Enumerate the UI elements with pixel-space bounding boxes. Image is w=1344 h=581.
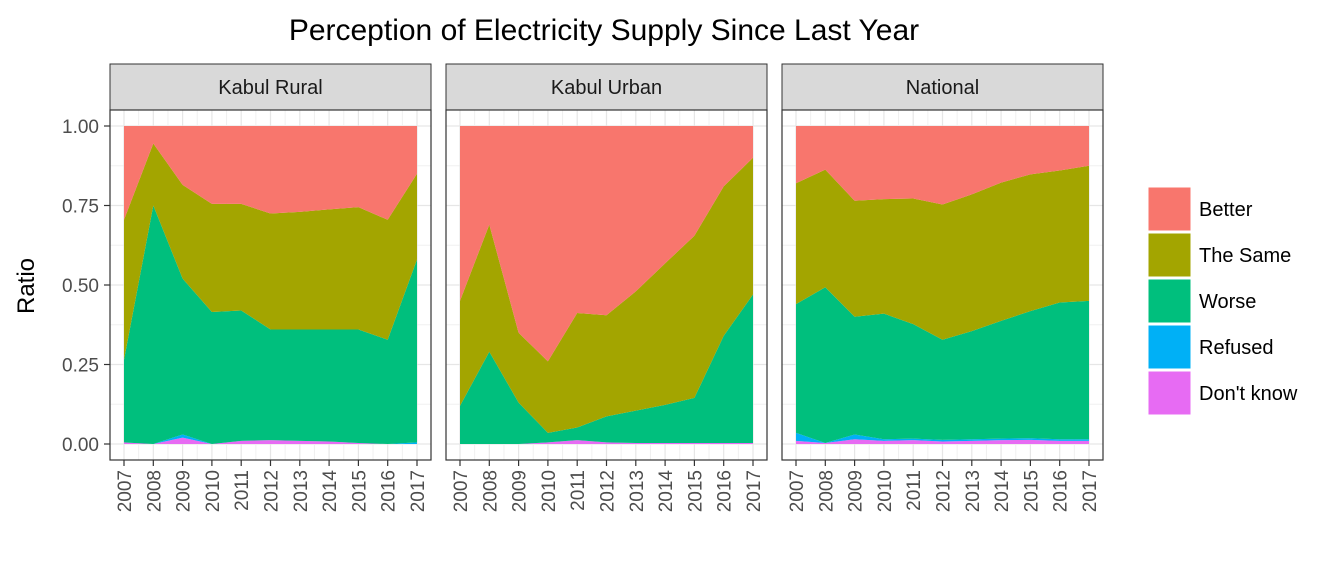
x-tick-label: 2012 <box>262 470 283 512</box>
facet-strip <box>109 63 432 111</box>
area-layers <box>460 126 753 444</box>
x-tick-label: 2007 <box>115 470 136 512</box>
area-layers <box>796 126 1089 444</box>
area-worse <box>124 205 417 444</box>
legend-label: Worse <box>1199 291 1256 313</box>
chart-title: Perception of Electricity Supply Since L… <box>289 14 919 47</box>
x-tick-label: 2011 <box>568 470 589 511</box>
x-tick-label: 2014 <box>656 470 677 513</box>
x-tick-label: 2017 <box>744 470 765 512</box>
x-tick-label: 2011 <box>904 470 925 511</box>
x-tick-label: 2012 <box>934 470 955 512</box>
x-tick-label: 2008 <box>144 470 165 512</box>
facet-strip-label: National <box>906 77 979 99</box>
area-don-t-know <box>460 440 753 444</box>
facet-strip <box>781 63 1104 111</box>
x-tick-label: 2009 <box>846 470 867 512</box>
x-tick-label: 2016 <box>1051 470 1072 512</box>
x-tick-label: 2007 <box>451 470 472 512</box>
legend-item: Better <box>1147 186 1253 232</box>
facet-panel-2: National 2007 2008 2009 2010 2011 2012 2013 2014… <box>781 63 1104 512</box>
legend-item: Worse <box>1147 278 1256 324</box>
area-worse <box>460 294 753 444</box>
area-better <box>460 126 753 362</box>
area-layers <box>124 126 417 444</box>
x-tick-label: 2010 <box>539 470 560 512</box>
legend-key <box>1147 186 1192 232</box>
area-don-t-know <box>796 439 1089 444</box>
legend-item: Don't know <box>1147 370 1298 416</box>
facet-strip-label: Kabul Urban <box>551 77 662 99</box>
x-tick-label: 2016 <box>715 470 736 512</box>
y-axis-label: Ratio <box>13 258 40 314</box>
x-tick-label: 2013 <box>627 470 648 512</box>
x-tick-label: 2011 <box>232 470 253 511</box>
area-don-t-know <box>124 437 417 444</box>
x-tick-label: 2015 <box>1021 470 1042 512</box>
x-tick-label: 2014 <box>320 470 341 513</box>
area-worse <box>796 287 1089 444</box>
legend-key <box>1147 324 1192 370</box>
x-axis: 2007 2008 2009 2010 2011 2012 2013 2014 2015 2016… <box>451 460 765 512</box>
x-tick-label: 2013 <box>963 470 984 512</box>
x-tick-label: 2010 <box>203 470 224 512</box>
y-tick-label: 0.50 <box>62 276 99 297</box>
y-tick-label: 0.25 <box>62 356 99 377</box>
legend-label: Refused <box>1199 337 1274 359</box>
x-tick-label: 2014 <box>992 470 1013 513</box>
legend-key <box>1147 232 1192 278</box>
x-axis: 2007 2008 2009 2010 2011 2012 2013 2014 2015 2016… <box>787 460 1101 512</box>
x-tick-label: 2012 <box>598 470 619 512</box>
x-tick-label: 2015 <box>685 470 706 512</box>
x-axis: 2007 2008 2009 2010 2011 2012 2013 2014 2015 2016… <box>115 460 429 512</box>
x-tick-label: 2008 <box>480 470 501 512</box>
y-tick-label: 1.00 <box>62 117 99 138</box>
area-better <box>796 126 1089 205</box>
x-tick-label: 2016 <box>379 470 400 512</box>
x-tick-label: 2009 <box>510 470 531 512</box>
legend-key <box>1147 370 1192 416</box>
legend-label: The Same <box>1199 245 1291 267</box>
area-refused <box>796 432 1089 444</box>
legend-item: Refused <box>1147 324 1274 370</box>
x-tick-label: 2008 <box>816 470 837 512</box>
x-tick-label: 2007 <box>787 470 808 512</box>
area-the-same <box>796 165 1089 340</box>
legend: Better The Same Worse Refused Don't know <box>1147 186 1298 416</box>
x-tick-label: 2015 <box>349 470 370 512</box>
area-better <box>124 126 417 220</box>
y-tick-label: 0.00 <box>62 435 99 456</box>
x-tick-label: 2017 <box>1080 470 1101 512</box>
legend-label: Don't know <box>1199 383 1298 405</box>
facet-strip <box>445 63 768 111</box>
x-tick-label: 2009 <box>174 470 195 512</box>
legend-key <box>1147 278 1192 324</box>
y-axis: 0.00 0.25 0.50 0.75 1.00 <box>62 117 110 456</box>
legend-item: The Same <box>1147 232 1291 278</box>
area-the-same <box>124 143 417 360</box>
x-tick-label: 2010 <box>875 470 896 512</box>
legend-label: Better <box>1199 199 1253 221</box>
y-tick-label: 0.75 <box>62 197 99 218</box>
area-the-same <box>460 157 753 433</box>
x-tick-label: 2017 <box>408 470 429 512</box>
facet-strip-label: Kabul Rural <box>218 77 323 99</box>
x-tick-label: 2013 <box>291 470 312 512</box>
